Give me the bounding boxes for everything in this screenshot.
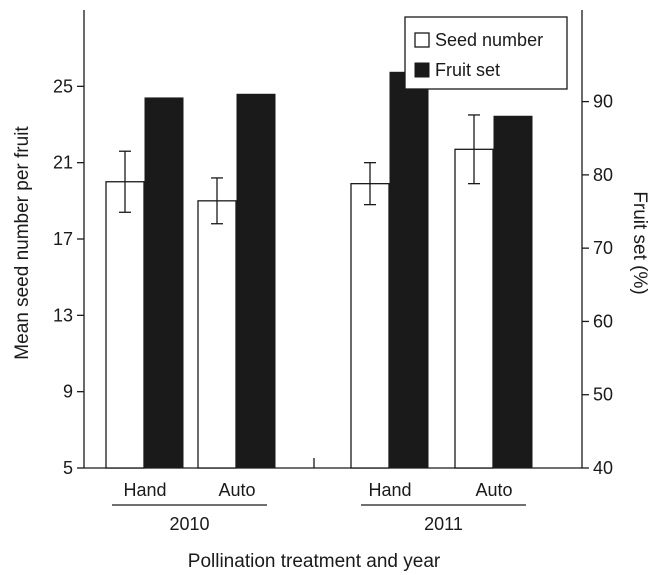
- bar-seed-number-1: [197, 200, 237, 469]
- bar-fruit-set-2: [389, 71, 429, 469]
- legend-label-seed-number: Seed number: [435, 30, 543, 50]
- y-right-tick-label-3: 70: [593, 238, 613, 258]
- y-left-tick-label-3: 17: [53, 229, 73, 249]
- legend-swatch-seed-number: [414, 32, 430, 48]
- y-right-tick-label-5: 90: [593, 92, 613, 112]
- bar-fruit-set-1: [236, 93, 276, 469]
- y-right-tick-label-0: 40: [593, 458, 613, 478]
- bar-seed-number-2: [350, 183, 390, 469]
- legend-swatch-fruit-set: [414, 62, 430, 78]
- y-right-tick-label-1: 50: [593, 385, 613, 405]
- y-right-tick-label-4: 80: [593, 165, 613, 185]
- y-right-tick-label-2: 60: [593, 311, 613, 331]
- y-axis-right-title: Fruit set (%): [629, 191, 650, 294]
- bar-seed-number-0: [105, 181, 145, 469]
- x-axis-title: Pollination treatment and year: [188, 551, 441, 572]
- category-label-1: Auto: [218, 480, 255, 500]
- category-label-0: Hand: [123, 480, 166, 500]
- y-left-tick-label-2: 13: [53, 305, 73, 325]
- y-left-tick-label-0: 5: [63, 458, 73, 478]
- y-left-tick-label-5: 25: [53, 76, 73, 96]
- y-left-tick-label-1: 9: [63, 382, 73, 402]
- y-axis-left-title: Mean seed number per fruit: [12, 126, 33, 360]
- ticks: 5 9 13 17 21 25 40 50 60 70 80 90: [53, 76, 613, 478]
- legend-frame: [404, 16, 568, 90]
- group-label-2011: 2011: [424, 514, 463, 534]
- category-labels: Hand Auto Hand Auto 2010 2011: [112, 480, 526, 534]
- legend: Seed number Fruit set: [404, 16, 568, 90]
- bar-fruit-set-3: [493, 115, 533, 469]
- y-left-tick-label-4: 21: [53, 153, 73, 173]
- category-label-3: Auto: [475, 480, 512, 500]
- group-label-2010: 2010: [169, 514, 209, 534]
- bar-fruit-set-0: [144, 97, 184, 469]
- bars: [105, 71, 533, 469]
- bar-seed-number-3: [454, 148, 494, 469]
- legend-label-fruit-set: Fruit set: [435, 60, 500, 80]
- category-label-2: Hand: [368, 480, 411, 500]
